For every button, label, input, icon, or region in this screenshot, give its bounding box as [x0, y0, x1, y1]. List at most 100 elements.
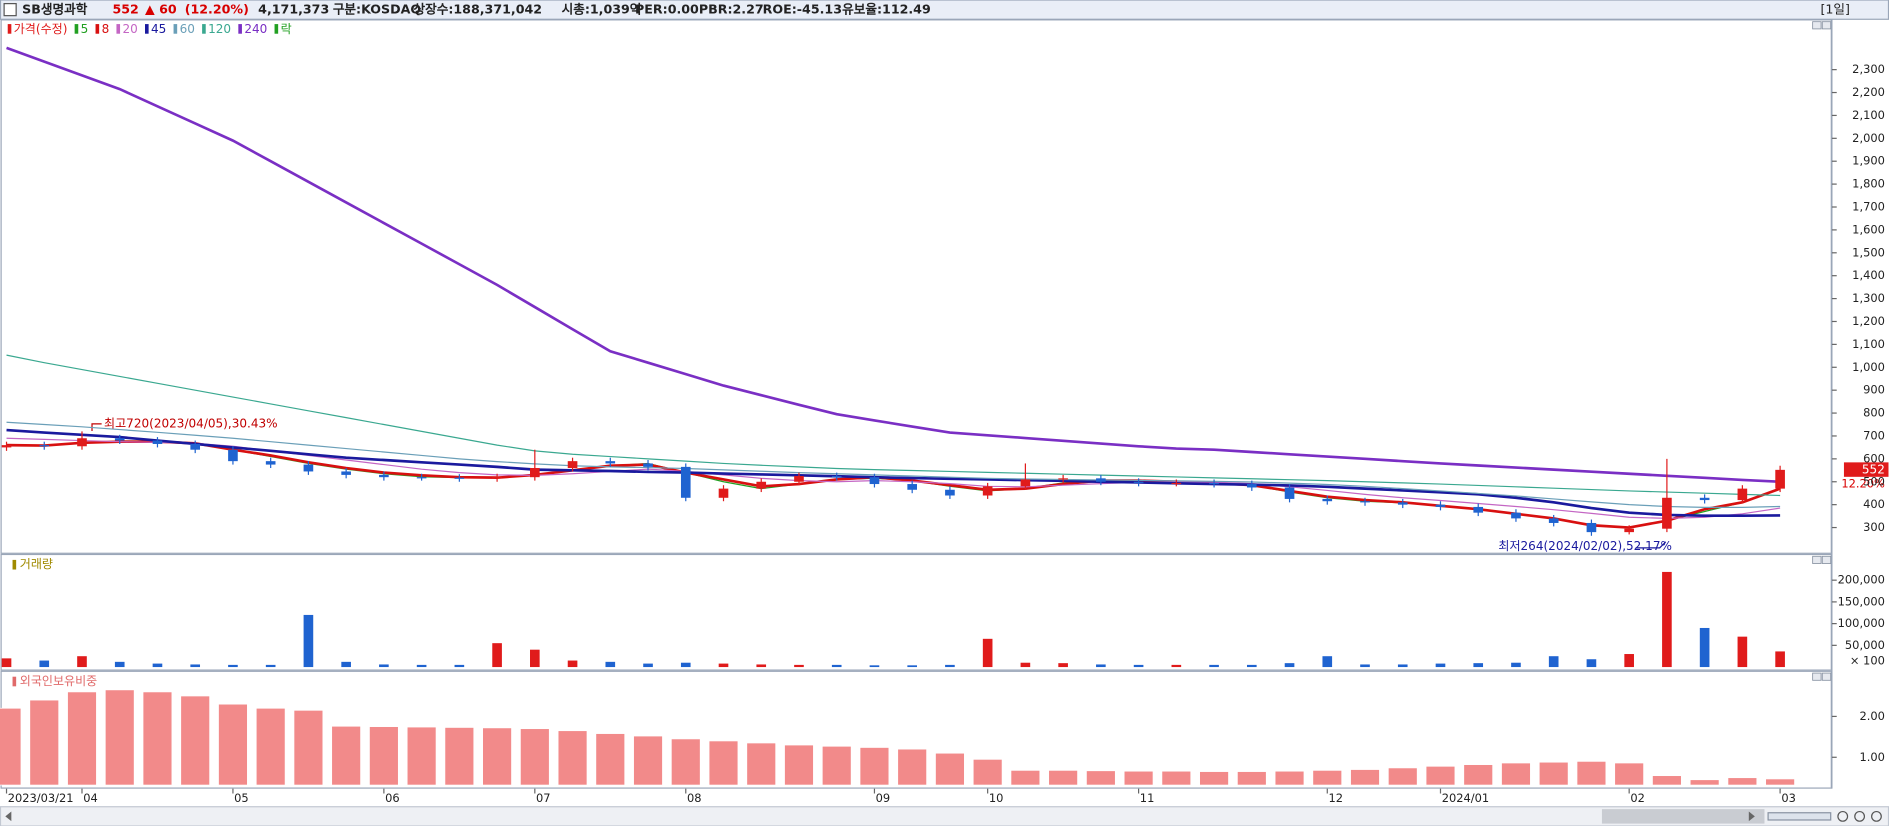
- x-tick-label: 2023/03/21: [8, 791, 74, 805]
- candle-body: [1284, 487, 1295, 499]
- bar: [530, 649, 540, 668]
- legend-marker: [145, 24, 149, 34]
- candle-body: [303, 464, 314, 472]
- bar: [1511, 662, 1521, 668]
- candle-body: [1360, 501, 1370, 503]
- bar: [142, 691, 173, 786]
- bar: [1689, 779, 1720, 786]
- candle-body: [982, 486, 993, 496]
- bar: [303, 614, 314, 668]
- x-tick-label: 12: [1328, 791, 1343, 805]
- bar: [1586, 659, 1597, 668]
- ma-line: [6, 46, 1781, 484]
- bar: [1096, 664, 1106, 668]
- legend-label: 8: [102, 22, 110, 36]
- bar: [152, 663, 163, 668]
- bar: [972, 758, 1003, 786]
- bar: [670, 738, 701, 786]
- candle-body: [1624, 528, 1634, 533]
- y-tick-label: 1,900: [1852, 154, 1885, 168]
- bar: [1123, 770, 1154, 786]
- foreign-title-marker: [12, 676, 17, 687]
- candle-body: [454, 477, 465, 479]
- bar: [255, 707, 286, 786]
- bar: [1397, 664, 1408, 668]
- panel-close-button[interactable]: [1821, 555, 1832, 564]
- candle-body: [152, 440, 163, 444]
- candle-body: [530, 468, 540, 478]
- candle-body: [945, 489, 955, 496]
- legend-label: 가격(수정): [14, 22, 68, 36]
- reserve: 유보율:112.49: [842, 2, 931, 17]
- bar: [331, 725, 361, 786]
- candle-body: [1397, 502, 1408, 505]
- candle-body: [1548, 518, 1559, 523]
- y-tick-label: 1,800: [1852, 177, 1885, 191]
- panel-min-button[interactable]: [1812, 672, 1822, 681]
- bar: [114, 661, 125, 668]
- volume-title-marker: [12, 559, 17, 570]
- period-button[interactable]: [1일]: [1820, 2, 1850, 17]
- bar: [520, 728, 550, 786]
- bar: [265, 664, 276, 668]
- bar: [1322, 656, 1333, 668]
- candle-body: [1096, 478, 1106, 482]
- candle-body: [1020, 479, 1031, 487]
- legend-label: 120: [208, 22, 231, 36]
- bar: [104, 689, 135, 786]
- candle-body: [39, 445, 50, 447]
- bar: [1737, 636, 1748, 668]
- zoom-in[interactable]: [1871, 810, 1882, 822]
- scroll-thumb[interactable]: [1601, 809, 1765, 824]
- bar: [1765, 778, 1795, 786]
- scroll-right[interactable]: [1748, 811, 1755, 822]
- ma-line: [6, 428, 1781, 517]
- bar: [708, 740, 739, 786]
- bar: [595, 733, 626, 786]
- candle-body: [1133, 481, 1144, 483]
- bar: [67, 691, 97, 786]
- bar: [1209, 664, 1219, 668]
- bar: [1727, 777, 1758, 786]
- y-tick-label: 1,200: [1852, 314, 1885, 328]
- bar: [1425, 765, 1456, 786]
- bar: [1699, 627, 1710, 668]
- bar: [859, 747, 890, 786]
- bar: [1, 658, 12, 668]
- bar: [1020, 662, 1031, 668]
- checkbox[interactable]: [3, 3, 17, 17]
- scroll-left[interactable]: [5, 811, 12, 822]
- panel-close-button[interactable]: [1821, 672, 1832, 681]
- price-marker-rate: 12.20%: [1841, 477, 1885, 491]
- bar: [1246, 664, 1257, 668]
- shares: 상장수:188,371,042: [414, 2, 543, 17]
- candle-body: [416, 477, 427, 479]
- candle-body: [228, 449, 238, 462]
- zoom-reset[interactable]: [1854, 810, 1866, 822]
- market-cap: 시총:1,039억: [562, 2, 642, 17]
- y-tick-label: 500: [1863, 474, 1885, 488]
- y-tick-label: 2.00: [1859, 709, 1884, 723]
- bar: [1199, 771, 1229, 786]
- candle-body: [567, 461, 578, 469]
- legend-label: 5: [81, 22, 89, 36]
- bar: [1360, 664, 1370, 668]
- candle-body: [756, 481, 767, 489]
- legend-marker: [238, 24, 242, 34]
- header: SB생명과학 552 ▲ 60 (12.20%) 4,171,373 구분:KO…: [0, 0, 1889, 20]
- legend-label: 45: [151, 22, 166, 36]
- panel-min-button[interactable]: [1812, 21, 1822, 30]
- volume-title: 거래량: [20, 557, 53, 571]
- y-tick-label: 1,100: [1852, 337, 1885, 351]
- bar: [190, 664, 201, 668]
- legend-label: 60: [180, 22, 195, 36]
- bar: [1387, 767, 1418, 786]
- y-tick-label: 150,000: [1838, 594, 1885, 608]
- bar: [945, 664, 955, 668]
- panel-min-button[interactable]: [1812, 555, 1822, 564]
- zoom-slider[interactable]: [1767, 812, 1832, 821]
- y-tick-label: 400: [1863, 497, 1885, 511]
- bar: [454, 664, 465, 668]
- panel-close-button[interactable]: [1821, 21, 1832, 30]
- zoom-out[interactable]: [1837, 810, 1849, 822]
